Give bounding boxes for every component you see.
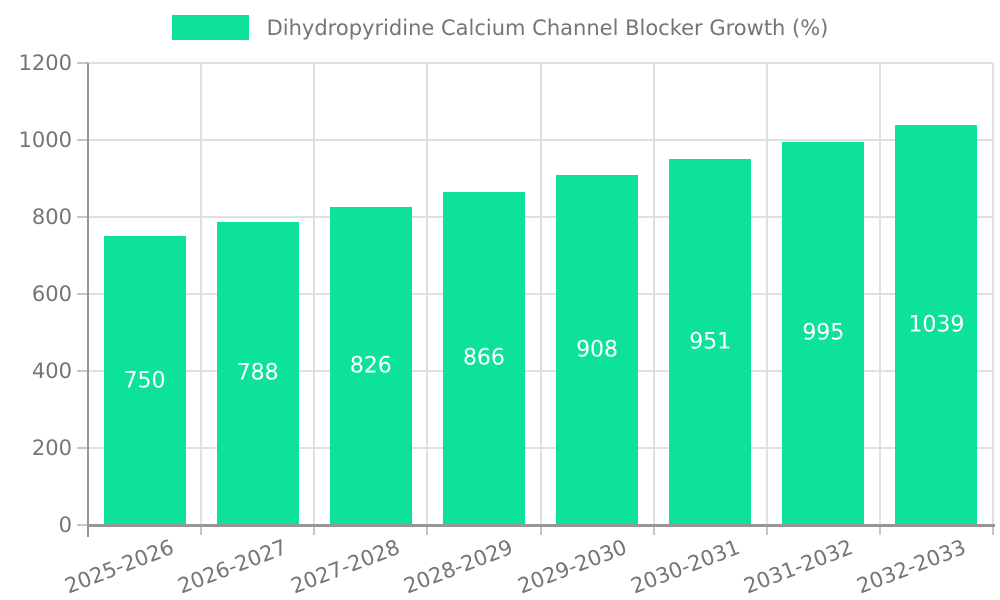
bar-value-label: 908 [576,337,619,363]
x-gridline [878,63,881,525]
x-axis-line [88,524,995,527]
y-axis-tick [77,447,88,449]
bar-value-label: 788 [236,360,279,386]
y-axis-tick-label: 0 [58,513,72,537]
x-axis-tick [992,525,994,535]
x-gridline [200,63,203,525]
y-axis-line [87,63,89,537]
y-axis-tick-label: 600 [31,282,72,306]
bar [216,221,299,525]
legend: Dihydropyridine Calcium Channel Blocker … [0,15,1000,40]
y-axis-tick [77,62,88,64]
x-axis-tick [313,525,316,535]
x-axis-tick-label: 2025-2026 [61,535,178,599]
bar-value-label: 995 [802,320,845,346]
y-axis-tick [77,293,88,295]
bar-value-label: 866 [462,345,505,371]
x-axis-tick-label: 2032-2033 [853,535,970,599]
y-axis-tick [77,216,88,218]
x-gridline [992,63,994,525]
x-axis-tick [200,525,203,535]
x-axis-tick [652,525,655,535]
y-axis-tick [77,139,88,141]
y-axis-tick-label: 1200 [18,51,72,75]
x-gridline [313,63,316,525]
bar [669,158,752,525]
bar [895,124,978,525]
y-axis-tick-label: 200 [31,436,72,460]
x-axis-tick-label: 2027-2028 [287,535,404,599]
x-axis-tick-label: 2031-2032 [740,535,856,599]
x-axis-tick-label: 2028-2029 [401,535,517,599]
y-axis-tick-label: 400 [31,359,72,383]
x-axis-tick [426,525,429,535]
x-axis-tick-label: 2029-2030 [514,535,630,599]
x-axis-tick [539,525,542,535]
x-axis-tick-label: 2026-2027 [174,535,291,599]
x-gridline [426,63,429,525]
bar-value-label: 1039 [908,312,965,338]
x-axis-tick-label: 2030-2031 [627,535,743,599]
y-axis-tick [77,370,88,372]
legend-label: Dihydropyridine Calcium Channel Blocker … [266,15,829,40]
y-axis-tick-label: 1000 [18,128,72,152]
y-axis-tick [77,524,88,526]
bar-value-label: 750 [123,368,166,394]
bar [442,191,525,525]
x-gridline [652,63,655,525]
bar [782,141,865,525]
bar-value-label: 826 [349,353,392,379]
bar [103,236,186,525]
x-gridline [539,63,542,525]
bar-value-label: 951 [689,329,732,355]
x-gridline [765,63,768,525]
legend-swatch [171,15,249,40]
x-axis-tick [878,525,881,535]
bar [556,175,639,525]
x-axis-tick [765,525,768,535]
y-axis-tick-label: 800 [31,205,72,229]
bar [329,206,412,525]
